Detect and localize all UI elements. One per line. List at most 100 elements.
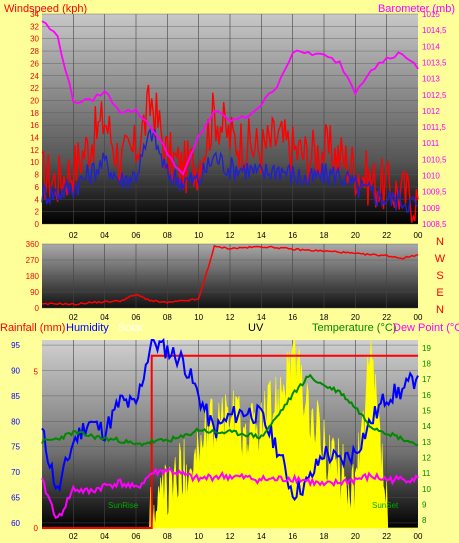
solar-title: Solar (118, 322, 144, 334)
x-tick-label: 18 (320, 313, 329, 322)
x-tick-label: 08 (163, 231, 172, 240)
temperature-y-tick: 8 (422, 516, 427, 525)
wind-y-tick: 20 (30, 96, 39, 105)
barometer-y-tick: 1014 (422, 42, 440, 51)
x-tick-label: 22 (382, 231, 391, 240)
x-tick-label: 00 (414, 532, 423, 541)
x-tick-label: 22 (382, 313, 391, 322)
wind-y-tick: 24 (30, 72, 39, 81)
wind-y-tick: 2 (35, 208, 40, 217)
wind-series (41, 20, 419, 223)
climate-axis-ticks: 60 65 70 75 80 85 90 95 0 5 8 9 10 11 12 13 14 15 16 17 18 19… (11, 341, 431, 541)
rain-y-tick: 0 (34, 524, 39, 533)
x-tick-label: 08 (163, 532, 172, 541)
temperature-y-tick: 9 (422, 501, 427, 510)
climate-line (41, 373, 419, 447)
climate-series (41, 337, 419, 529)
x-tick-label: 06 (132, 231, 141, 240)
sunset-label: SunSet (372, 501, 399, 510)
temperature-y-tick: 14 (422, 422, 431, 431)
barometer-y-tick: 1013 (422, 75, 440, 84)
x-tick-label: 08 (163, 313, 172, 322)
wind-y-tick: 4 (35, 195, 40, 204)
humidity-y-tick: 80 (11, 417, 20, 426)
wind-grid (42, 13, 418, 225)
temperature-y-tick: 11 (422, 469, 431, 478)
compass-label: W (435, 253, 446, 265)
wind-y-tick: 28 (30, 47, 39, 56)
direction-y-tick: 0 (35, 304, 40, 313)
humidity-y-tick: 70 (11, 468, 20, 477)
wind-axis-ticks: 02468101214161820222426283032341008,5100… (30, 10, 447, 240)
barometer-y-tick: 1015 (422, 10, 440, 19)
x-tick-label: 10 (194, 231, 203, 240)
wind-series-line-2 (41, 20, 419, 177)
temperature-y-tick: 18 (422, 360, 431, 369)
x-tick-label: 22 (382, 532, 391, 541)
temperature-y-tick: 19 (422, 344, 431, 353)
temperature-y-tick: 15 (422, 407, 431, 416)
humidity-y-tick: 95 (11, 341, 20, 350)
temperature-title: Temperature (°C) (312, 322, 396, 334)
compass-label: N (436, 304, 444, 316)
direction-y-tick: 360 (26, 240, 40, 249)
x-tick-label: 12 (226, 313, 235, 322)
x-tick-label: 14 (257, 532, 266, 541)
direction-y-tick: 180 (26, 272, 40, 281)
uv-title: UV (248, 322, 264, 334)
x-tick-label: 18 (320, 231, 329, 240)
direction-y-tick: 270 (26, 256, 40, 265)
barometer-y-tick: 1012 (422, 107, 440, 116)
wind-y-tick: 16 (30, 121, 39, 130)
direction-series (42, 244, 419, 306)
x-tick-label: 14 (257, 231, 266, 240)
temperature-y-tick: 10 (422, 485, 431, 494)
x-tick-label: 02 (69, 532, 78, 541)
temperature-y-tick: 16 (422, 391, 431, 400)
climate-line (41, 466, 419, 519)
wind-series-line-1 (41, 127, 419, 213)
rain-y-tick: 5 (34, 367, 39, 376)
wind-y-tick: 26 (30, 59, 39, 68)
barometer-y-tick: 1010 (422, 172, 440, 181)
x-tick-label: 00 (414, 313, 423, 322)
humidity-y-tick: 85 (11, 392, 20, 401)
wind-y-tick: 22 (30, 84, 39, 93)
climate-line (41, 337, 419, 502)
wind-y-tick: 8 (35, 171, 40, 180)
barometer-y-tick: 1013,5 (422, 58, 447, 67)
x-tick-label: 20 (351, 231, 360, 240)
dewpoint-title: Dew Point (°C) (393, 322, 459, 334)
compass-label: E (436, 287, 443, 299)
barometer-y-tick: 1009,5 (422, 188, 447, 197)
barometer-y-tick: 1014,5 (422, 26, 447, 35)
direction-grid (42, 243, 418, 309)
temperature-y-tick: 17 (422, 375, 431, 384)
wind-series-line-0 (41, 84, 419, 223)
x-tick-label: 20 (351, 313, 360, 322)
wind-y-tick: 32 (30, 22, 39, 31)
temperature-y-tick: 13 (422, 438, 431, 447)
barometer-y-tick: 1010,5 (422, 155, 447, 164)
x-tick-label: 20 (351, 532, 360, 541)
humidity-title: Humidity (66, 322, 109, 334)
humidity-y-tick: 75 (11, 443, 20, 452)
x-tick-label: 02 (69, 313, 78, 322)
humidity-y-tick: 65 (11, 494, 20, 503)
barometer-y-tick: 1012,5 (422, 91, 447, 100)
x-tick-label: 00 (414, 231, 423, 240)
x-tick-label: 16 (288, 532, 297, 541)
barometer-y-tick: 1009 (422, 204, 440, 213)
wind-y-tick: 6 (35, 183, 40, 192)
rainfall-line (42, 354, 418, 529)
wind-y-tick: 12 (30, 146, 39, 155)
wind-y-tick: 0 (35, 220, 40, 229)
wind-y-tick: 34 (30, 10, 39, 19)
barometer-y-tick: 1011 (422, 139, 440, 148)
direction-line (42, 244, 419, 306)
x-tick-label: 16 (288, 231, 297, 240)
x-tick-label: 04 (100, 532, 109, 541)
x-tick-label: 10 (194, 532, 203, 541)
